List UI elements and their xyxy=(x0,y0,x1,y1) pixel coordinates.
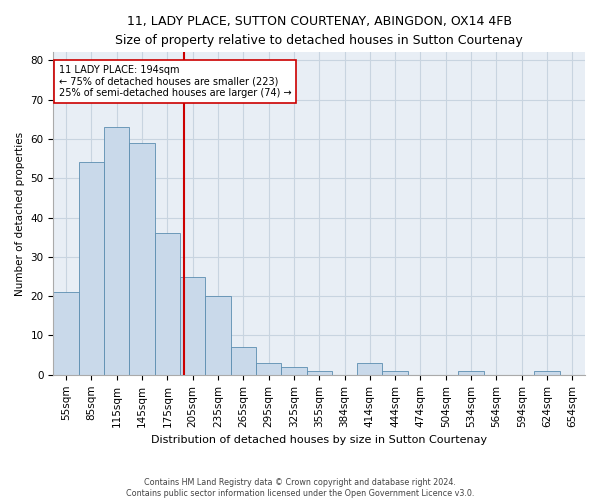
Bar xyxy=(357,363,382,375)
Bar xyxy=(382,371,408,375)
Bar xyxy=(155,233,180,375)
Bar xyxy=(256,363,281,375)
Bar xyxy=(53,292,79,375)
Bar xyxy=(458,371,484,375)
Bar xyxy=(535,371,560,375)
Bar xyxy=(130,143,155,375)
Bar xyxy=(281,367,307,375)
Bar xyxy=(307,371,332,375)
Text: 11 LADY PLACE: 194sqm
← 75% of detached houses are smaller (223)
25% of semi-det: 11 LADY PLACE: 194sqm ← 75% of detached … xyxy=(59,65,292,98)
Bar xyxy=(180,276,205,375)
Bar xyxy=(104,127,130,375)
Title: 11, LADY PLACE, SUTTON COURTENAY, ABINGDON, OX14 4FB
Size of property relative t: 11, LADY PLACE, SUTTON COURTENAY, ABINGD… xyxy=(115,15,523,47)
X-axis label: Distribution of detached houses by size in Sutton Courtenay: Distribution of detached houses by size … xyxy=(151,435,487,445)
Bar xyxy=(79,162,104,375)
Bar xyxy=(205,296,230,375)
Y-axis label: Number of detached properties: Number of detached properties xyxy=(15,132,25,296)
Text: Contains HM Land Registry data © Crown copyright and database right 2024.
Contai: Contains HM Land Registry data © Crown c… xyxy=(126,478,474,498)
Bar xyxy=(230,348,256,375)
